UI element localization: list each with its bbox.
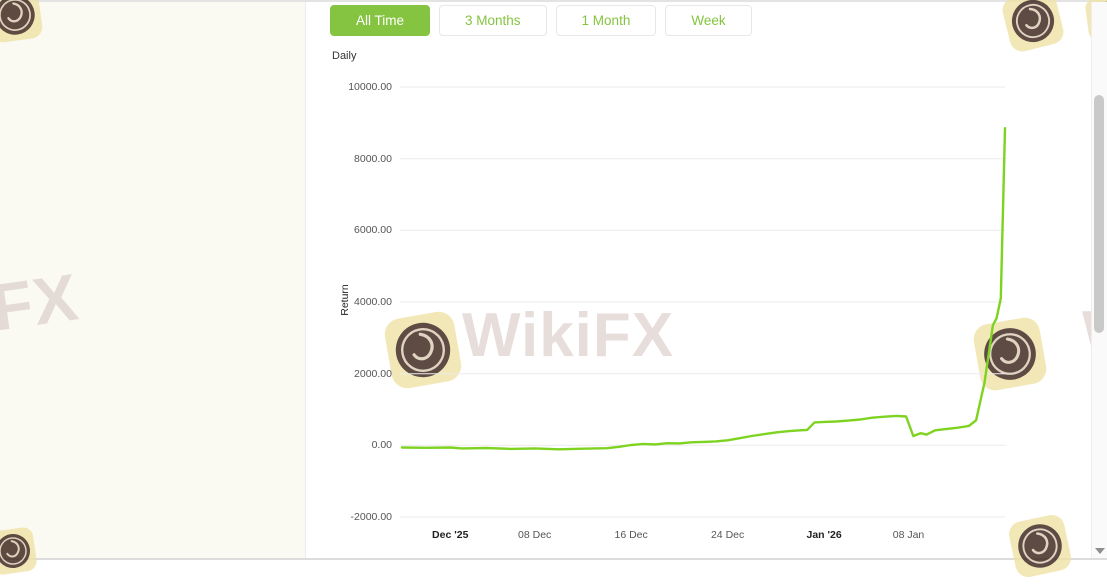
wikifx-logo-watermark-icon bbox=[1002, 508, 1078, 584]
x-tick-label: 08 Jan bbox=[892, 529, 925, 541]
x-axis-labels: Dec '25 08 Dec 16 Dec 24 Dec Jan '26 08 Jan bbox=[400, 529, 1005, 545]
y-tick-label: 6000.00 bbox=[354, 224, 392, 237]
y-tick-label: 0.00 bbox=[371, 439, 392, 452]
return-line-series bbox=[400, 127, 1007, 451]
left-side-panel bbox=[0, 2, 306, 558]
x-tick-label: 16 Dec bbox=[614, 529, 648, 541]
y-axis-title: Return bbox=[339, 284, 351, 316]
y-tick-label: -2000.00 bbox=[350, 511, 392, 523]
y-tick-label: 4000.00 bbox=[354, 296, 392, 308]
scrollbar-thumb[interactable] bbox=[1094, 95, 1104, 333]
filter-button-3-months[interactable]: 3 Months bbox=[439, 5, 547, 36]
filter-button-1-month[interactable]: 1 Month bbox=[555, 5, 657, 36]
y-tick-label: 2000.00 bbox=[354, 367, 392, 380]
frequency-label: Daily bbox=[332, 50, 357, 62]
vertical-scrollbar[interactable] bbox=[1091, 2, 1107, 558]
x-tick-label: 08 Dec bbox=[518, 529, 552, 541]
y-axis-labels: 10000.00 8000.00 6000.00 4000.00 2000.00 0.00… bbox=[330, 81, 396, 523]
x-tick-label: Jan '26 bbox=[806, 529, 842, 541]
wikifx-logo-watermark-icon bbox=[995, 0, 1070, 59]
y-tick-label: 8000.00 bbox=[354, 152, 392, 165]
return-line-chart bbox=[400, 86, 1007, 518]
time-filter-bar: All Time 3 Months 1 Month Week bbox=[330, 5, 752, 36]
x-tick-label: 24 Dec bbox=[710, 529, 745, 541]
page-bottom-border bbox=[0, 558, 1107, 560]
chart-canvas bbox=[400, 86, 1007, 518]
page-top-border bbox=[0, 0, 1107, 2]
filter-button-all-time[interactable]: All Time bbox=[330, 5, 431, 36]
scrollbar-down-arrow-icon[interactable] bbox=[1095, 548, 1105, 554]
filter-button-week[interactable]: Week bbox=[665, 5, 752, 36]
y-tick-label: 10000.00 bbox=[348, 81, 392, 93]
x-tick-label: Dec '25 bbox=[432, 529, 469, 541]
